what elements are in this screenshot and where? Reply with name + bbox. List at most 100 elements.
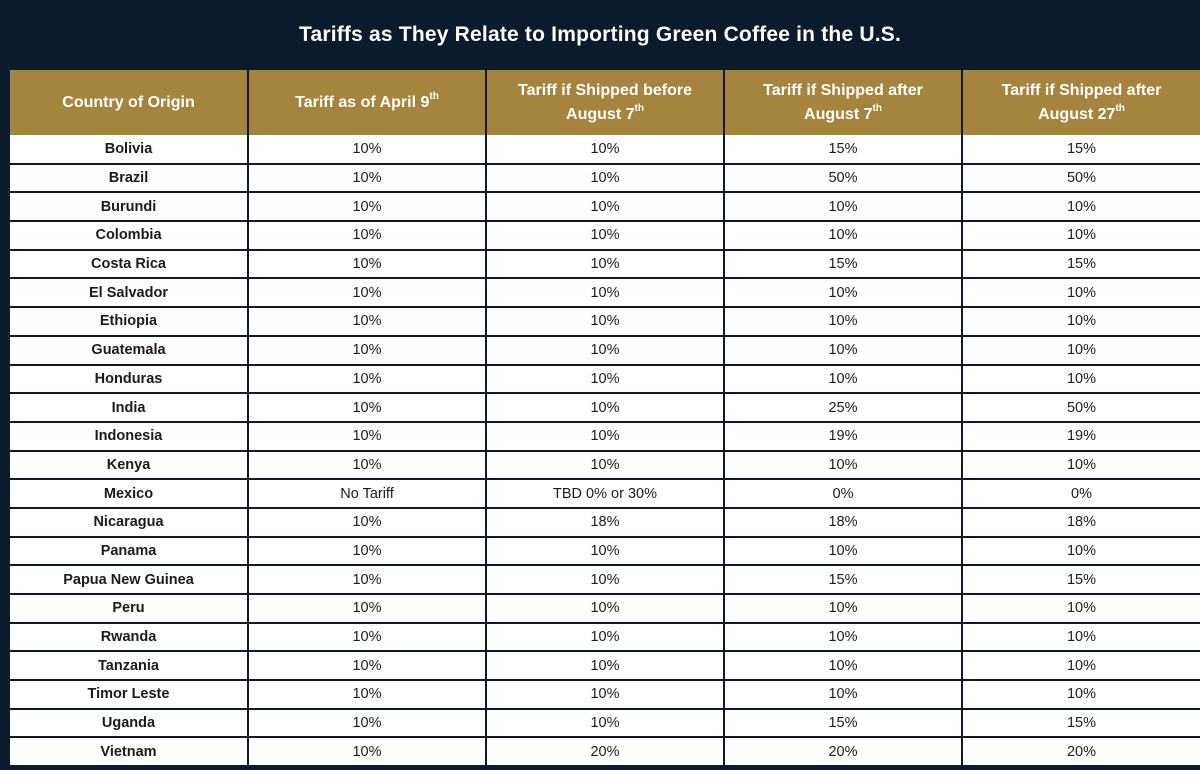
country-cell: Costa Rica xyxy=(10,249,249,280)
tariff-april-9-cell: 10% xyxy=(248,335,487,366)
tariff-after-aug-27-cell: 10% xyxy=(962,651,1200,682)
country-cell: Guatemala xyxy=(10,335,249,366)
header-before-aug-7: Tariff if Shipped before August 7th xyxy=(486,70,725,135)
tariff-after-aug-7-cell: 10% xyxy=(724,278,963,309)
tariff-april-9-cell: 10% xyxy=(248,307,487,337)
table-body: Bolivia 10% 10% 15% 15% Brazil 10% 10% 50% 50% Bur… xyxy=(10,135,1200,768)
table-row: Rwanda 10% 10% 10% 10% xyxy=(10,622,1200,653)
tariff-after-aug-27-cell: 15% xyxy=(962,249,1200,280)
country-cell: El Salvador xyxy=(10,278,249,309)
header-label: Tariff if Shipped after August 27 xyxy=(1001,81,1162,123)
tariff-after-aug-7-cell: 19% xyxy=(724,421,963,452)
tariff-april-9-cell: 10% xyxy=(248,278,487,309)
table-row: Costa Rica 10% 10% 15% 15% xyxy=(10,249,1200,280)
header-label: Tariff if Shipped after August 7 xyxy=(763,81,923,123)
country-cell: Burundi xyxy=(10,192,249,223)
tariff-april-9-cell: No Tariff xyxy=(248,479,487,509)
header-ordinal-suffix: th xyxy=(429,91,439,103)
tariff-after-aug-7-cell: 10% xyxy=(724,307,963,337)
table-row: Peru 10% 10% 10% 10% xyxy=(10,594,1200,624)
table-row: Brazil 10% 10% 50% 50% xyxy=(10,163,1200,194)
tariff-before-aug-7-cell: 10% xyxy=(486,680,725,710)
country-cell: Timor Leste xyxy=(10,680,249,710)
tariff-after-aug-7-cell: 15% xyxy=(724,708,963,739)
tariff-before-aug-7-cell: 10% xyxy=(486,335,725,366)
country-cell: Mexico xyxy=(10,479,249,509)
header-ordinal-suffix: th xyxy=(1115,103,1125,115)
tariff-after-aug-7-cell: 10% xyxy=(724,594,963,624)
tariff-before-aug-7-cell: 10% xyxy=(486,163,725,194)
table-row: Papua New Guinea 10% 10% 15% 15% xyxy=(10,565,1200,595)
tariff-before-aug-7-cell: 10% xyxy=(486,307,725,337)
tariff-after-aug-7-cell: 10% xyxy=(724,450,963,481)
country-cell: Uganda xyxy=(10,708,249,739)
table-row: Tanzania 10% 10% 10% 10% xyxy=(10,651,1200,682)
tariff-after-aug-27-cell: 0% xyxy=(962,479,1200,509)
table-row: Ethiopia 10% 10% 10% 10% xyxy=(10,307,1200,337)
tariff-after-aug-7-cell: 10% xyxy=(724,221,963,251)
table-row: Kenya 10% 10% 10% 10% xyxy=(10,450,1200,481)
page-title: Tariffs as They Relate to Importing Gree… xyxy=(298,23,902,46)
tariff-after-aug-27-cell: 10% xyxy=(962,450,1200,481)
tariff-after-aug-27-cell: 10% xyxy=(962,307,1200,337)
tariff-april-9-cell: 10% xyxy=(248,651,487,682)
tariff-april-9-cell: 10% xyxy=(248,421,487,452)
tariff-april-9-cell: 10% xyxy=(248,450,487,481)
tariff-before-aug-7-cell: 10% xyxy=(486,536,725,567)
tariff-after-aug-27-cell: 10% xyxy=(962,278,1200,309)
table-row: India 10% 10% 25% 50% xyxy=(10,393,1200,423)
country-cell: Panama xyxy=(10,536,249,567)
tariff-after-aug-7-cell: 10% xyxy=(724,536,963,567)
header-april-9: Tariff as of April 9th xyxy=(248,70,487,135)
tariff-april-9-cell: 10% xyxy=(248,680,487,710)
tariff-before-aug-7-cell: 10% xyxy=(486,708,725,739)
tariff-after-aug-7-cell: 25% xyxy=(724,393,963,423)
tariff-after-aug-27-cell: 10% xyxy=(962,680,1200,710)
header-ordinal-suffix: th xyxy=(634,103,644,115)
table-header: Country of Origin Tariff as of April 9th T… xyxy=(10,70,1200,135)
country-cell: Peru xyxy=(10,594,249,624)
tariff-april-9-cell: 10% xyxy=(248,507,487,538)
table-row: Bolivia 10% 10% 15% 15% xyxy=(10,135,1200,165)
country-cell: Bolivia xyxy=(10,135,249,165)
tariff-april-9-cell: 10% xyxy=(248,565,487,595)
tariff-after-aug-27-cell: 50% xyxy=(962,163,1200,194)
table-row: Vietnam 10% 20% 20% 20% xyxy=(10,737,1200,768)
tariff-before-aug-7-cell: 10% xyxy=(486,450,725,481)
table-row: Uganda 10% 10% 15% 15% xyxy=(10,708,1200,739)
tariff-after-aug-27-cell: 10% xyxy=(962,192,1200,223)
tariff-after-aug-7-cell: 18% xyxy=(724,507,963,538)
table-row: Nicaragua 10% 18% 18% 18% xyxy=(10,507,1200,538)
tariff-after-aug-7-cell: 50% xyxy=(724,163,963,194)
tariff-before-aug-7-cell: 10% xyxy=(486,364,725,395)
tariff-april-9-cell: 10% xyxy=(248,536,487,567)
table-row: Colombia 10% 10% 10% 10% xyxy=(10,221,1200,251)
tariff-after-aug-27-cell: 20% xyxy=(962,737,1200,768)
tariff-after-aug-7-cell: 15% xyxy=(724,249,963,280)
table-row: Burundi 10% 10% 10% 10% xyxy=(10,192,1200,223)
tariff-after-aug-7-cell: 15% xyxy=(724,565,963,595)
tariff-after-aug-27-cell: 10% xyxy=(962,335,1200,366)
tariff-after-aug-7-cell: 10% xyxy=(724,364,963,395)
tariff-after-aug-7-cell: 15% xyxy=(724,135,963,165)
tariff-after-aug-27-cell: 15% xyxy=(962,708,1200,739)
tariff-april-9-cell: 10% xyxy=(248,737,487,768)
tariff-before-aug-7-cell: 10% xyxy=(486,249,725,280)
tariff-april-9-cell: 10% xyxy=(248,135,487,165)
country-cell: Rwanda xyxy=(10,622,249,653)
header-label: Tariff as of April 9 xyxy=(295,93,430,111)
country-cell: Ethiopia xyxy=(10,307,249,337)
tariff-after-aug-27-cell: 50% xyxy=(962,393,1200,423)
table-row: Indonesia 10% 10% 19% 19% xyxy=(10,421,1200,452)
tariff-before-aug-7-cell: 10% xyxy=(486,278,725,309)
country-cell: Colombia xyxy=(10,221,249,251)
table-row: Guatemala 10% 10% 10% 10% xyxy=(10,335,1200,366)
table-row: Panama 10% 10% 10% 10% xyxy=(10,536,1200,567)
tariff-after-aug-27-cell: 10% xyxy=(962,536,1200,567)
table-row: Mexico No Tariff TBD 0% or 30% 0% 0% xyxy=(10,479,1200,509)
tariff-after-aug-27-cell: 10% xyxy=(962,622,1200,653)
country-cell: Nicaragua xyxy=(10,507,249,538)
tariff-april-9-cell: 10% xyxy=(248,192,487,223)
country-cell: Vietnam xyxy=(10,737,249,768)
tariff-april-9-cell: 10% xyxy=(248,393,487,423)
